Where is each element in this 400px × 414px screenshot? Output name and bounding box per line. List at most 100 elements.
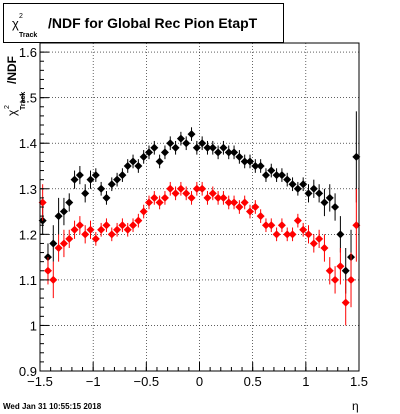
y-tick-label: 1.3 xyxy=(19,182,37,197)
data-point xyxy=(320,198,329,207)
data-point xyxy=(341,266,350,275)
y-tick-label: 1.6 xyxy=(19,45,37,60)
data-point xyxy=(347,275,356,284)
data-point xyxy=(182,189,191,198)
data-point xyxy=(272,171,281,180)
title-text: /NDF for Global Rec Pion EtapT xyxy=(48,15,258,31)
x-tick-label: −1.5 xyxy=(27,374,53,389)
data-point xyxy=(150,143,159,152)
data-point xyxy=(304,230,313,239)
data-point xyxy=(187,193,196,202)
data-point xyxy=(288,180,297,189)
data-point xyxy=(123,162,132,170)
data-point xyxy=(129,157,138,166)
data-point xyxy=(123,225,132,234)
data-point xyxy=(43,266,52,275)
data-point xyxy=(59,207,68,216)
data-point xyxy=(331,203,340,211)
data-point xyxy=(214,148,223,157)
data-point xyxy=(352,152,361,161)
data-point xyxy=(240,198,249,207)
data-point xyxy=(240,157,249,166)
data-point xyxy=(107,230,116,239)
data-point xyxy=(277,221,286,230)
data-point xyxy=(336,230,345,239)
data-point xyxy=(293,184,302,193)
data-point xyxy=(65,198,74,207)
y-tick-label: 1.1 xyxy=(19,273,37,288)
data-point xyxy=(320,244,329,252)
data-point xyxy=(283,230,292,239)
data-point xyxy=(49,275,58,284)
grid-lines xyxy=(40,43,359,371)
x-axis-label: η xyxy=(352,399,359,413)
data-point xyxy=(65,234,74,243)
data-point xyxy=(86,175,95,184)
data-point xyxy=(352,221,361,230)
data-point xyxy=(86,225,95,234)
data-point xyxy=(139,207,148,216)
data-series xyxy=(38,111,361,326)
data-point xyxy=(81,230,90,239)
x-tick-label: 1 xyxy=(302,374,309,389)
data-point xyxy=(256,212,265,221)
y-axis-label-chi: χ xyxy=(5,109,19,116)
data-point xyxy=(208,189,217,198)
data-point xyxy=(309,184,318,193)
data-point xyxy=(155,157,164,166)
y-tick-label: 1.2 xyxy=(19,227,37,242)
data-point xyxy=(246,207,255,216)
data-point xyxy=(230,198,239,207)
data-point xyxy=(256,162,265,170)
data-point xyxy=(91,171,100,180)
data-point xyxy=(203,143,212,152)
data-point xyxy=(70,225,79,234)
data-point xyxy=(81,189,90,198)
data-point xyxy=(246,157,255,166)
data-point xyxy=(261,221,270,230)
data-point xyxy=(203,193,212,202)
data-point xyxy=(293,216,302,225)
y-tick-label: 0.9 xyxy=(19,364,37,379)
data-point xyxy=(315,234,324,243)
data-point xyxy=(235,152,244,161)
data-point xyxy=(267,221,276,230)
data-point xyxy=(341,298,350,307)
data-point xyxy=(251,203,260,211)
data-point xyxy=(214,193,223,202)
title-sub: Track xyxy=(19,32,37,39)
data-point xyxy=(272,230,281,239)
data-point xyxy=(219,143,228,152)
data-point xyxy=(224,148,233,157)
data-point xyxy=(134,216,143,225)
data-point xyxy=(91,234,100,243)
data-point xyxy=(299,225,308,234)
data-point xyxy=(267,166,276,175)
data-point xyxy=(75,171,84,180)
title-sup: 2 xyxy=(19,13,23,20)
data-point xyxy=(144,198,153,207)
data-point xyxy=(134,162,143,170)
data-point xyxy=(336,262,345,271)
data-point xyxy=(192,184,201,193)
data-point xyxy=(208,143,217,152)
chart-title-box: χ 2 Track /NDF for Global Rec Pion EtapT xyxy=(3,3,284,43)
x-tick-label: −0.5 xyxy=(133,374,159,389)
data-point xyxy=(331,275,340,284)
data-point xyxy=(224,198,233,207)
x-tick-label: 0 xyxy=(196,374,203,389)
data-point xyxy=(38,198,47,207)
data-point xyxy=(97,225,106,234)
chart-title: χ 2 Track /NDF for Global Rec Pion EtapT xyxy=(12,13,258,39)
title-chi: χ xyxy=(12,16,19,31)
data-point xyxy=(251,162,260,170)
data-point xyxy=(299,180,308,189)
data-point xyxy=(166,139,175,148)
data-point xyxy=(118,221,127,230)
data-point xyxy=(54,244,63,252)
x-tick-label: 0.5 xyxy=(244,374,262,389)
data-point xyxy=(283,175,292,184)
data-point xyxy=(315,189,324,198)
axis-ticks: −1.5 −1 −0.5 0 0.5 1 1.5 0.9 1 1.1 1.2 1.3 1.4 1.5 1.6 xyxy=(19,42,368,389)
